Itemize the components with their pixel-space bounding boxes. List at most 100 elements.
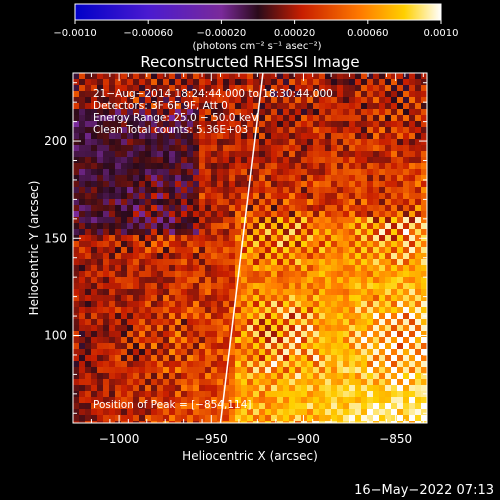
heatmap-cell xyxy=(229,421,235,423)
heatmap-cell xyxy=(295,109,301,115)
heatmap-cell xyxy=(199,109,205,115)
heatmap-cell xyxy=(151,109,157,115)
heatmap-cell xyxy=(277,181,283,187)
heatmap-cell xyxy=(289,379,295,385)
heatmap-cell xyxy=(73,223,79,229)
heatmap-cell xyxy=(145,133,151,139)
heatmap-cell xyxy=(289,79,295,85)
heatmap-cell xyxy=(403,397,409,403)
heatmap-cell xyxy=(229,349,235,355)
heatmap-cell xyxy=(205,121,211,127)
heatmap-cell xyxy=(295,127,301,133)
heatmap-cell xyxy=(349,181,355,187)
heatmap-cell xyxy=(319,175,325,181)
heatmap-cell xyxy=(139,313,145,319)
heatmap-cell xyxy=(223,229,229,235)
heatmap-cell xyxy=(151,79,157,85)
heatmap-cell xyxy=(115,181,121,187)
heatmap-cell xyxy=(283,403,289,409)
heatmap-cell xyxy=(211,115,217,121)
heatmap-cell xyxy=(367,265,373,271)
heatmap-cell xyxy=(283,277,289,283)
heatmap-cell xyxy=(271,139,277,145)
heatmap-cell xyxy=(385,163,391,169)
heatmap-cell xyxy=(91,373,97,379)
heatmap-cell xyxy=(331,349,337,355)
heatmap-cell xyxy=(79,379,85,385)
heatmap-cell xyxy=(403,109,409,115)
heatmap-cell xyxy=(97,343,103,349)
heatmap-cell xyxy=(247,337,253,343)
heatmap-cell xyxy=(73,85,79,91)
heatmap-cell xyxy=(229,193,235,199)
heatmap-cell xyxy=(217,133,223,139)
heatmap-cell xyxy=(343,259,349,265)
heatmap-cell xyxy=(271,97,277,103)
heatmap-cell xyxy=(157,337,163,343)
heatmap-cell xyxy=(187,127,193,133)
heatmap-cell xyxy=(289,361,295,367)
heatmap-cell xyxy=(379,115,385,121)
heatmap-cell xyxy=(379,157,385,163)
heatmap-cell xyxy=(133,133,139,139)
heatmap-cell xyxy=(163,337,169,343)
heatmap-cell xyxy=(253,169,259,175)
heatmap-cell xyxy=(247,313,253,319)
heatmap-cell xyxy=(373,307,379,313)
heatmap-cell xyxy=(253,259,259,265)
heatmap-cell xyxy=(187,355,193,361)
heatmap-cell xyxy=(85,181,91,187)
y-tick-label: 200 xyxy=(44,134,67,148)
heatmap-cell xyxy=(409,163,415,169)
heatmap-cell xyxy=(127,97,133,103)
heatmap-cell xyxy=(151,259,157,265)
heatmap-cell xyxy=(223,97,229,103)
heatmap-cell xyxy=(331,307,337,313)
heatmap-cell xyxy=(421,271,427,277)
heatmap-cell xyxy=(313,295,319,301)
heatmap-cell xyxy=(283,115,289,121)
heatmap-cell xyxy=(205,127,211,133)
heatmap-cell xyxy=(157,235,163,241)
heatmap-cell xyxy=(313,121,319,127)
heatmap-cell xyxy=(241,193,247,199)
heatmap-cell xyxy=(367,115,373,121)
heatmap-cell xyxy=(181,295,187,301)
heatmap-cell xyxy=(373,331,379,337)
heatmap-cell xyxy=(415,109,421,115)
heatmap-cell xyxy=(73,193,79,199)
heatmap-cell xyxy=(331,97,337,103)
heatmap-cell xyxy=(379,355,385,361)
heatmap-cell xyxy=(337,421,343,423)
heatmap-cell xyxy=(235,79,241,85)
heatmap-cell xyxy=(403,157,409,163)
heatmap-cell xyxy=(403,193,409,199)
heatmap-cell xyxy=(265,283,271,289)
heatmap-cell xyxy=(385,355,391,361)
heatmap-cell xyxy=(301,181,307,187)
heatmap-cell xyxy=(343,331,349,337)
heatmap-cell xyxy=(259,271,265,277)
heatmap-cell xyxy=(259,265,265,271)
heatmap-cell xyxy=(403,373,409,379)
heatmap-cell xyxy=(115,367,121,373)
heatmap-cell xyxy=(151,181,157,187)
heatmap-cell xyxy=(253,337,259,343)
heatmap-cell xyxy=(169,175,175,181)
heatmap-cell xyxy=(415,301,421,307)
heatmap-cell xyxy=(145,217,151,223)
heatmap-cell xyxy=(379,223,385,229)
heatmap-cell xyxy=(325,109,331,115)
heatmap-cell xyxy=(325,73,331,79)
heatmap-cell xyxy=(115,91,121,97)
heatmap-cell xyxy=(121,367,127,373)
heatmap-cell xyxy=(367,391,373,397)
heatmap-cell xyxy=(385,331,391,337)
heatmap-cell xyxy=(283,409,289,415)
heatmap-cell xyxy=(193,325,199,331)
heatmap-cell xyxy=(361,319,367,325)
heatmap-cell xyxy=(301,289,307,295)
heatmap-cell xyxy=(397,379,403,385)
heatmap-cell xyxy=(73,169,79,175)
heatmap-cell xyxy=(325,157,331,163)
